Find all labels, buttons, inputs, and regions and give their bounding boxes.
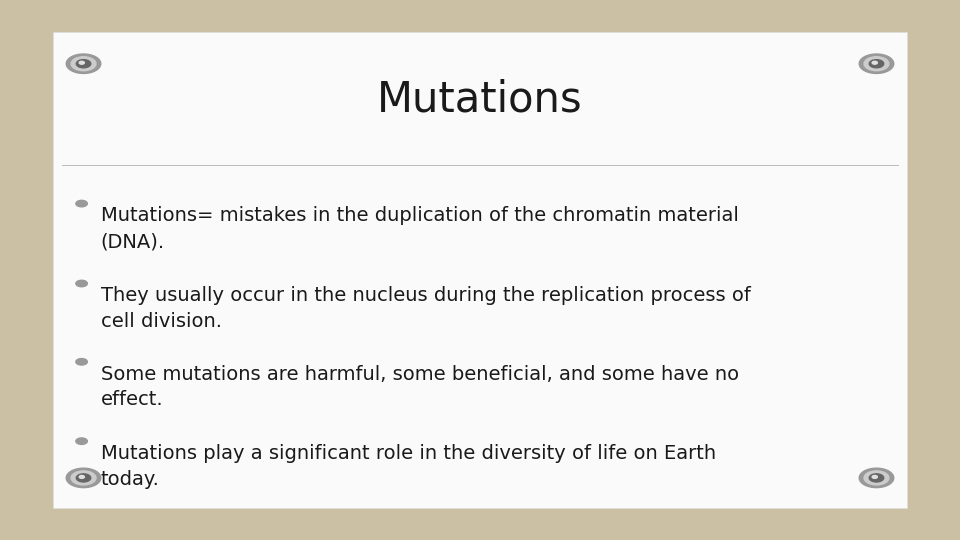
Text: Mutations= mistakes in the duplication of the chromatin material
(DNA).: Mutations= mistakes in the duplication o… [101,206,738,251]
Circle shape [76,280,87,287]
FancyBboxPatch shape [53,32,907,508]
Circle shape [76,438,87,444]
Circle shape [79,475,84,478]
Circle shape [66,54,101,73]
Circle shape [76,200,87,207]
Circle shape [872,475,877,478]
Circle shape [76,474,91,482]
Circle shape [869,59,884,68]
Circle shape [859,54,894,73]
Circle shape [79,61,84,64]
Text: They usually occur in the nucleus during the replication process of
cell divisio: They usually occur in the nucleus during… [101,286,751,331]
Text: Mutations: Mutations [377,79,583,121]
Circle shape [859,468,894,488]
Text: Some mutations are harmful, some beneficial, and some have no
effect.: Some mutations are harmful, some benefic… [101,364,739,409]
Circle shape [66,468,101,488]
Text: Mutations play a significant role in the diversity of life on Earth
today.: Mutations play a significant role in the… [101,444,716,489]
Circle shape [872,61,877,64]
Circle shape [864,57,889,71]
Circle shape [71,57,96,71]
Circle shape [76,59,91,68]
Circle shape [869,474,884,482]
Circle shape [71,471,96,485]
Circle shape [76,359,87,365]
Circle shape [864,471,889,485]
